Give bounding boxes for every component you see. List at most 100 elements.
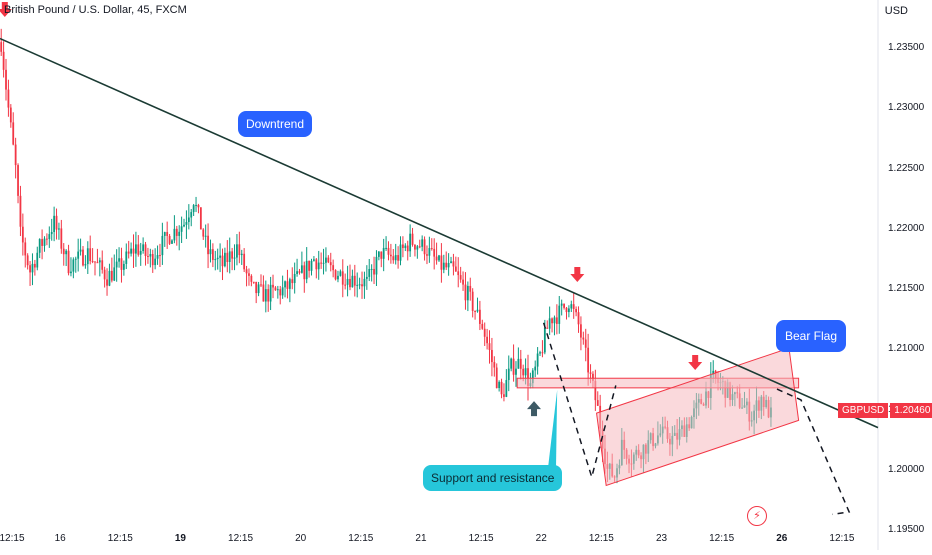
candle-body [512, 358, 515, 375]
support-callout-pointer [548, 389, 558, 468]
candle-body [363, 278, 366, 287]
candle-body [495, 367, 498, 389]
projection-path-right [776, 388, 851, 516]
candle-body [2, 51, 5, 70]
candle-body [353, 275, 356, 286]
candle-body [94, 261, 96, 263]
candle-body [510, 358, 513, 369]
candle-body [563, 303, 565, 308]
candle-body [106, 279, 108, 286]
candle-body [147, 255, 149, 257]
candle-body [409, 233, 412, 252]
candle-body [486, 336, 489, 344]
candle-body [199, 207, 202, 230]
candle-body [115, 261, 118, 268]
candle-body [346, 278, 349, 285]
time-tick-label: 20 [295, 533, 307, 544]
time-tick-label: 12:15 [468, 533, 494, 544]
candle-body [36, 252, 39, 268]
candle-body [231, 251, 234, 259]
candle-body [211, 249, 214, 260]
candle-body [21, 226, 24, 243]
candle-body [163, 232, 166, 236]
candle-body [332, 265, 335, 271]
support-resistance-callout[interactable]: Support and resistance [423, 465, 563, 491]
candle-body [541, 352, 544, 354]
candle-body [175, 228, 178, 236]
candle-body [315, 259, 318, 270]
candle-body [481, 323, 484, 329]
candle-body [519, 358, 522, 369]
candle-body [65, 250, 68, 255]
candle-body [507, 368, 510, 381]
downtrend-line [0, 37, 879, 429]
candle-body [325, 257, 327, 263]
candle-body [421, 239, 424, 247]
candle-body [14, 144, 17, 166]
candle-body [474, 310, 476, 312]
price-tick-label: 1.19500 [888, 524, 925, 535]
candle-body [248, 273, 250, 276]
candle-body [551, 318, 553, 324]
candle-body [466, 285, 469, 301]
time-tick-label: 26 [776, 533, 788, 544]
time-tick-label: 19 [174, 533, 186, 544]
candle-body [313, 259, 315, 261]
candle-body [397, 255, 400, 261]
candle-body [498, 381, 501, 389]
candle-body [0, 42, 3, 52]
candle-body [368, 268, 371, 277]
candle-body [577, 312, 580, 325]
candle-body [262, 284, 265, 302]
bear-flag-callout[interactable]: Bear Flag [776, 320, 847, 352]
candle-body [430, 248, 433, 250]
candle-body [426, 254, 428, 256]
candle-body [488, 343, 491, 350]
candle-body [454, 266, 457, 272]
candle-body [592, 373, 594, 381]
candle-body [572, 304, 575, 310]
candle-body [110, 270, 113, 281]
candle-body [329, 262, 332, 266]
candle-body [91, 261, 94, 263]
candle-body [293, 274, 296, 284]
arrow-down-icon [0, 2, 12, 18]
candle-body [207, 235, 209, 255]
candle-body [62, 248, 65, 255]
candle-body [548, 318, 551, 329]
candle-body [341, 271, 344, 285]
last-price-tag: GBPUSD 1.20460 [838, 403, 932, 418]
candle-body [428, 248, 431, 256]
candle-body [414, 244, 416, 250]
downtrend-callout[interactable]: Downtrend [238, 111, 313, 137]
candle-body [60, 228, 63, 249]
candle-body [264, 289, 267, 302]
price-tick-label: 1.21000 [888, 343, 925, 355]
candle-body [156, 255, 159, 259]
lightning-icon[interactable]: ⚡ [747, 506, 767, 526]
projection-path-left [542, 322, 617, 480]
candle-body [558, 305, 561, 324]
candle-body [202, 229, 205, 237]
candle-body [142, 244, 145, 251]
candle-body [159, 255, 161, 257]
time-tick-label: 12:15 [588, 533, 614, 544]
candle-body [411, 233, 414, 245]
candle-body [19, 195, 22, 227]
candle-body [53, 215, 56, 232]
price-tick-label: 1.22500 [888, 162, 925, 174]
candle-body [50, 231, 53, 235]
candle-body [560, 303, 563, 306]
candle-body [291, 279, 294, 284]
candle-body [130, 248, 132, 254]
candle-body [327, 257, 330, 263]
candle-body [7, 89, 10, 108]
candle-body [29, 265, 31, 273]
candle-body [168, 235, 171, 244]
candle-body [416, 246, 419, 250]
candle-body [300, 265, 303, 273]
candle-body [404, 245, 407, 249]
candle-body [322, 262, 325, 264]
